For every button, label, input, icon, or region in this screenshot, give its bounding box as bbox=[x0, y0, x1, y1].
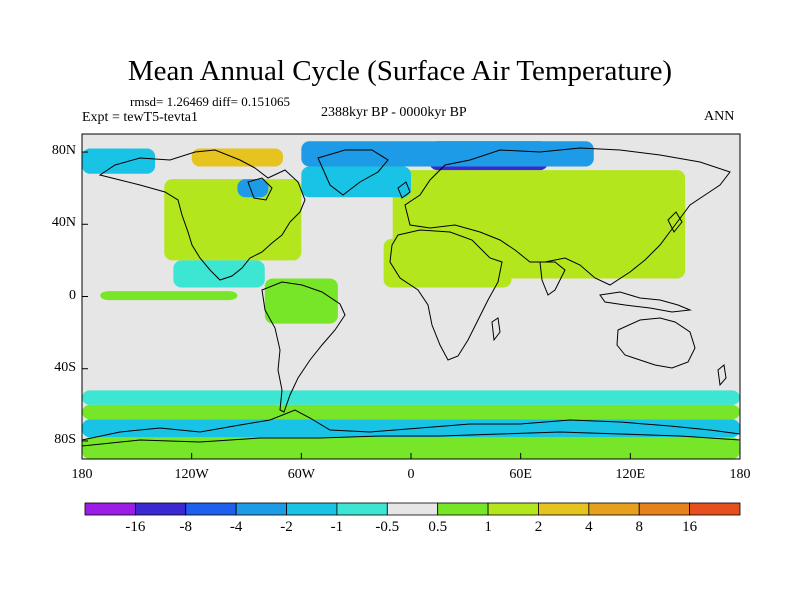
season-label: ANN bbox=[704, 109, 735, 124]
x-tick-label: 120E bbox=[615, 467, 646, 482]
colorbar-label: 16 bbox=[682, 519, 698, 535]
y-tick-label: 40S bbox=[54, 359, 76, 375]
y-tick-label: 80S bbox=[54, 431, 76, 447]
region-southern-ocean-lower bbox=[82, 404, 740, 420]
coast-japan bbox=[667, 211, 683, 233]
colorbar-swatch bbox=[437, 502, 489, 516]
region-tropical-pacific-band bbox=[100, 291, 238, 301]
region-antarctica-interior bbox=[82, 437, 740, 459]
colorbar-swatch bbox=[84, 502, 136, 516]
coast-madagascar bbox=[491, 317, 501, 342]
region-canadian-archipelago bbox=[191, 148, 284, 167]
y-tick-label: 80N bbox=[51, 143, 76, 159]
colorbar-label: 0.5 bbox=[428, 519, 448, 535]
region-hudson-bay bbox=[237, 179, 269, 198]
coastlines bbox=[82, 147, 740, 447]
colorbar-label: -2 bbox=[280, 519, 293, 535]
colorbar-label: 4 bbox=[585, 519, 593, 535]
region-north-atlantic bbox=[301, 166, 411, 198]
colorbar-swatch bbox=[487, 502, 539, 516]
coast-hudson-bay bbox=[247, 177, 273, 201]
x-tick-label: 120W bbox=[174, 467, 209, 482]
colorbar-swatch bbox=[185, 502, 237, 516]
x-tick-label: 0 bbox=[407, 467, 415, 482]
region-north-america-surround bbox=[164, 179, 302, 261]
colorbar-label: 2 bbox=[534, 519, 543, 535]
colorbar-swatch bbox=[638, 502, 691, 516]
coast-north-america bbox=[98, 149, 306, 281]
region-southern-ocean-upper bbox=[82, 390, 740, 405]
y-tick-label: 0 bbox=[69, 287, 76, 303]
rmsd-diff-stats: rmsd= 1.26469 diff= 0.151065 bbox=[130, 94, 290, 109]
x-tick-label: 180 bbox=[729, 467, 751, 482]
map-title: Mean Annual Cycle (Surface Air Temperatu… bbox=[127, 55, 673, 87]
coast-antarctica bbox=[82, 409, 740, 441]
coast-new-zealand bbox=[717, 364, 727, 387]
region-east-pacific bbox=[173, 260, 265, 288]
colorbar-swatch bbox=[235, 502, 287, 516]
colorbar-swatch bbox=[286, 502, 338, 516]
colorbar-label: 8 bbox=[635, 519, 643, 535]
colorbar-swatch bbox=[689, 502, 741, 516]
coast-eurasia bbox=[404, 147, 731, 286]
region-arctic-basin bbox=[301, 141, 594, 167]
coast-british-isles bbox=[397, 181, 411, 199]
time-period-label: 2388kyr BP - 0000kyr BP bbox=[321, 105, 467, 120]
coast-south-america bbox=[261, 281, 346, 413]
colorbar-label: 1 bbox=[484, 519, 492, 535]
colorbar-label: -0.5 bbox=[375, 519, 400, 535]
colorbar-label: -8 bbox=[179, 519, 193, 535]
x-tick-label: 60E bbox=[509, 467, 532, 482]
colorbar-swatch bbox=[386, 502, 439, 516]
coast-australia bbox=[616, 317, 696, 369]
x-tick-label: 180 bbox=[71, 467, 93, 482]
axis-ticks bbox=[81, 151, 741, 459]
colorbar-label: -16 bbox=[125, 519, 146, 535]
colorbar-label: -1 bbox=[330, 519, 344, 535]
experiment-label: Expt = tewT5-tevta1 bbox=[82, 110, 198, 125]
coast-africa bbox=[389, 229, 503, 361]
coast-greenland bbox=[317, 149, 389, 196]
anomaly-regions bbox=[82, 141, 740, 459]
x-tick-label: 60W bbox=[287, 467, 315, 482]
region-sahara-arabia bbox=[383, 238, 512, 288]
colorbar bbox=[84, 502, 741, 516]
coast-indonesia bbox=[599, 291, 692, 313]
colorbar-swatch bbox=[336, 502, 388, 516]
y-tick-label: 40N bbox=[51, 215, 76, 231]
region-pacific-arctic bbox=[82, 148, 156, 174]
colorbar-swatch bbox=[134, 502, 187, 516]
region-south-america-north bbox=[264, 278, 338, 324]
colorbar-label: -4 bbox=[229, 519, 243, 535]
colorbar-swatch bbox=[588, 502, 640, 516]
coast-sea-ice-edge bbox=[82, 431, 740, 447]
colorbar-swatch bbox=[538, 502, 590, 516]
coast-india bbox=[539, 261, 566, 296]
